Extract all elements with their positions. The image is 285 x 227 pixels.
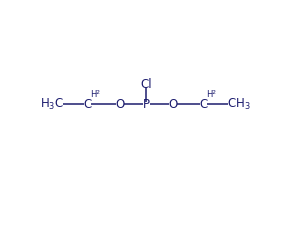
Text: H: H	[90, 90, 97, 99]
Text: Cl: Cl	[140, 78, 152, 91]
Text: O: O	[168, 98, 177, 111]
Text: P: P	[142, 98, 150, 111]
Text: 2: 2	[212, 90, 216, 95]
Text: H: H	[206, 90, 213, 99]
Text: CH$_3$: CH$_3$	[227, 97, 251, 112]
Text: 2: 2	[96, 90, 100, 95]
Text: H$_3$C: H$_3$C	[40, 97, 64, 112]
Text: C: C	[200, 98, 207, 111]
Text: O: O	[115, 98, 124, 111]
Text: C: C	[84, 98, 92, 111]
